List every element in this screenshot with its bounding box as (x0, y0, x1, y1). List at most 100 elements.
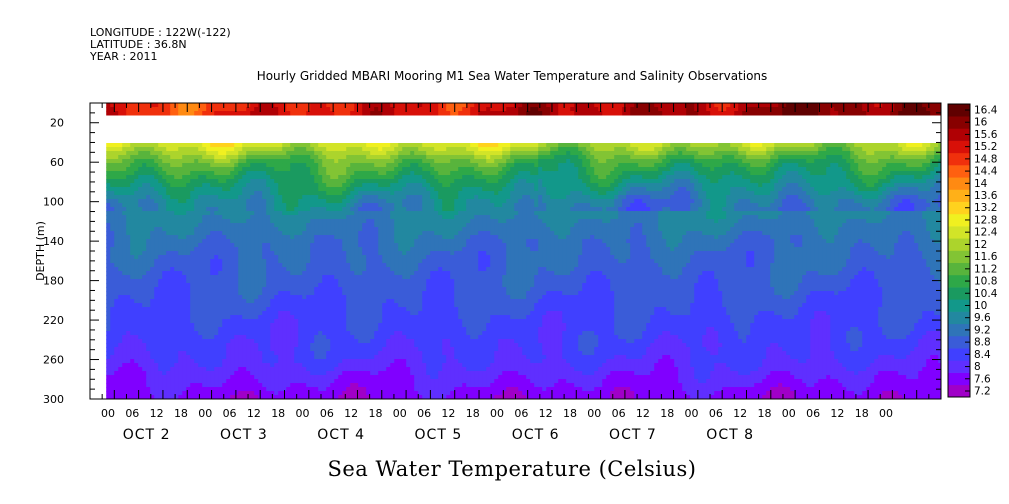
heatmap-cell (342, 347, 347, 352)
heatmap-cell (230, 175, 235, 180)
heatmap-cell (358, 187, 363, 192)
heatmap-cell (274, 111, 279, 116)
heatmap-cell (338, 223, 343, 228)
heatmap-cell (390, 351, 395, 356)
heatmap-cell (214, 195, 219, 200)
heatmap-cell (162, 155, 167, 160)
heatmap-cell (258, 327, 263, 332)
heatmap-cell (330, 279, 335, 284)
heatmap-cell (366, 187, 371, 192)
heatmap-cell (350, 247, 355, 252)
heatmap-cell (118, 175, 123, 180)
heatmap-cell (166, 231, 171, 236)
heatmap-cell (206, 151, 211, 156)
heatmap-cell (186, 107, 191, 112)
heatmap-cell (186, 243, 191, 248)
heatmap-cell (294, 247, 299, 252)
heatmap-cell (242, 219, 247, 224)
heatmap-cell (238, 215, 243, 220)
heatmap-cell (190, 239, 195, 244)
heatmap-cell (178, 339, 183, 344)
heatmap-cell (330, 395, 335, 399)
heatmap-cell (318, 387, 323, 392)
heatmap-cell (334, 295, 339, 300)
heatmap-cell (150, 103, 155, 108)
heatmap-cell (154, 183, 159, 188)
heatmap-cell (126, 159, 131, 164)
heatmap-cell (334, 179, 339, 184)
heatmap-cell (370, 339, 375, 344)
heatmap-cell (314, 283, 319, 288)
heatmap-cell (382, 347, 387, 352)
heatmap-cell (150, 383, 155, 388)
heatmap-cell (218, 315, 223, 320)
heatmap-cell (238, 303, 243, 308)
heatmap-cell (334, 259, 339, 264)
heatmap-cell (230, 159, 235, 164)
heatmap-cell (226, 315, 231, 320)
heatmap-cell (162, 235, 167, 240)
heatmap-cell (378, 239, 383, 244)
heatmap-cell (314, 347, 319, 352)
heatmap-cell (274, 247, 279, 252)
heatmap-cell (354, 211, 359, 216)
heatmap-cell (322, 387, 327, 392)
heatmap-cell (222, 363, 227, 368)
heatmap-cell (174, 263, 179, 268)
heatmap-cell (186, 315, 191, 320)
heatmap-cell (198, 199, 203, 204)
heatmap-cell (326, 275, 331, 280)
heatmap-cell (134, 251, 139, 256)
heatmap-cell (162, 207, 167, 212)
heatmap-cell (118, 183, 123, 188)
heatmap-cell (146, 355, 151, 360)
heatmap-cell (126, 311, 131, 316)
heatmap-cell (174, 247, 179, 252)
heatmap-cell (394, 331, 399, 336)
heatmap-cell (178, 263, 183, 268)
heatmap-cell (246, 159, 251, 164)
heatmap-cell (110, 111, 115, 116)
heatmap-cell (330, 311, 335, 316)
heatmap-cell (130, 311, 135, 316)
heatmap-cell (142, 303, 147, 308)
heatmap-cell (254, 391, 259, 396)
heatmap-cell (390, 227, 395, 232)
heatmap-cell (390, 147, 395, 152)
heatmap-cell (246, 191, 251, 196)
heatmap-cell (214, 263, 219, 268)
heatmap-cell (174, 291, 179, 296)
heatmap-cell (130, 223, 135, 228)
heatmap-cell (214, 227, 219, 232)
heatmap-cell (354, 247, 359, 252)
heatmap-cell (334, 191, 339, 196)
heatmap-cell (210, 315, 215, 320)
heatmap-cell (398, 379, 403, 384)
heatmap-cell (306, 295, 311, 300)
heatmap-cell (334, 307, 339, 312)
heatmap-cell (170, 219, 175, 224)
heatmap-cell (238, 223, 243, 228)
heatmap-cell (198, 231, 203, 236)
heatmap-cell (394, 271, 399, 276)
heatmap-cell (154, 179, 159, 184)
heatmap-cell (298, 239, 303, 244)
heatmap-cell (186, 147, 191, 152)
heatmap-cell (202, 143, 207, 148)
heatmap-cell (310, 303, 315, 308)
heatmap-cell (110, 147, 115, 152)
heatmap-cell (250, 331, 255, 336)
heatmap-cell (118, 295, 123, 300)
heatmap-cell (134, 367, 139, 372)
heatmap-cell (310, 291, 315, 296)
heatmap-cell (366, 211, 371, 216)
heatmap-cell (138, 183, 143, 188)
heatmap-cell (306, 219, 311, 224)
heatmap-cell (394, 231, 399, 236)
heatmap-cell (318, 347, 323, 352)
heatmap-cell (326, 383, 331, 388)
heatmap-cell (146, 347, 151, 352)
heatmap-cell (238, 179, 243, 184)
heatmap-cell (338, 147, 343, 152)
heatmap-cell (142, 159, 147, 164)
